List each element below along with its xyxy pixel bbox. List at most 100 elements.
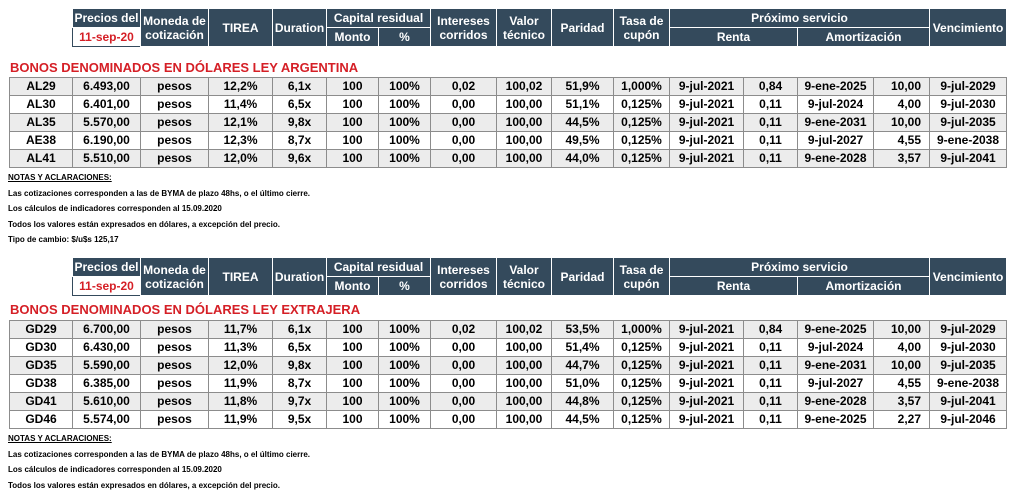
cell-tirea: 11,4% bbox=[209, 96, 273, 114]
cell-tasa-cupon: 0,125% bbox=[614, 114, 670, 132]
cell-renta-monto: 0,11 bbox=[744, 96, 798, 114]
cell-moneda: pesos bbox=[141, 150, 209, 168]
cell-moneda: pesos bbox=[141, 339, 209, 357]
cell-duration: 9,5x bbox=[273, 411, 327, 429]
cell-duration: 6,5x bbox=[273, 339, 327, 357]
cell-tasa-cupon: 0,125% bbox=[614, 150, 670, 168]
cell-paridad: 44,7% bbox=[552, 357, 614, 375]
cell-amortizacion-fecha: 9-ene-2031 bbox=[798, 357, 874, 375]
cell-monto: 100 bbox=[327, 393, 379, 411]
header-vencimiento: Vencimiento bbox=[930, 258, 1007, 296]
notes-title: NOTAS Y ACLARACIONES: bbox=[8, 170, 310, 186]
cell-renta-monto: 0,11 bbox=[744, 411, 798, 429]
note-line: Todos los valores están expresados en dó… bbox=[8, 217, 310, 233]
cell-amortizacion-fecha: 9-ene-2025 bbox=[798, 411, 874, 429]
notes-block: NOTAS Y ACLARACIONES: Las cotizaciones c… bbox=[8, 170, 310, 248]
cell-pct: 100% bbox=[379, 321, 431, 339]
cell-amortizacion-fecha: 9-ene-2031 bbox=[798, 114, 874, 132]
cell-amortizacion-monto: 2,27 bbox=[874, 411, 930, 429]
header-proximo-servicio: Próximo servicio bbox=[670, 258, 930, 277]
cell-tasa-cupon: 0,125% bbox=[614, 132, 670, 150]
cell-pct: 100% bbox=[379, 357, 431, 375]
cell-valor-tecnico: 100,00 bbox=[497, 411, 552, 429]
cell-paridad: 49,5% bbox=[552, 132, 614, 150]
cell-intereses: 0,00 bbox=[431, 114, 497, 132]
cell-tirea: 12,3% bbox=[209, 132, 273, 150]
cell-intereses: 0,00 bbox=[431, 150, 497, 168]
cell-ticker: GD38 bbox=[10, 375, 73, 393]
cell-tasa-cupon: 0,125% bbox=[614, 411, 670, 429]
header-amortizacion: Amortización bbox=[798, 277, 930, 296]
header-paridad: Paridad bbox=[552, 9, 614, 47]
cell-intereses: 0,00 bbox=[431, 375, 497, 393]
cell-duration: 9,8x bbox=[273, 114, 327, 132]
cell-duration: 8,7x bbox=[273, 132, 327, 150]
header-vencimiento: Vencimiento bbox=[930, 9, 1007, 47]
cell-amortizacion-monto: 4,55 bbox=[874, 132, 930, 150]
cell-vencimiento: 9-jul-2029 bbox=[930, 321, 1007, 339]
cell-pct: 100% bbox=[379, 411, 431, 429]
cell-amortizacion-monto: 10,00 bbox=[874, 321, 930, 339]
cell-duration: 6,5x bbox=[273, 96, 327, 114]
cell-renta-fecha: 9-jul-2021 bbox=[670, 375, 744, 393]
cell-tirea: 12,1% bbox=[209, 114, 273, 132]
cell-amortizacion-fecha: 9-jul-2027 bbox=[798, 132, 874, 150]
cell-amortizacion-monto: 4,00 bbox=[874, 96, 930, 114]
header-precios-del: Precios del bbox=[73, 258, 141, 277]
cell-amortizacion-fecha: 9-ene-2025 bbox=[798, 78, 874, 96]
cell-renta-fecha: 9-jul-2021 bbox=[670, 96, 744, 114]
cell-monto: 100 bbox=[327, 78, 379, 96]
cell-renta-fecha: 9-jul-2021 bbox=[670, 339, 744, 357]
cell-renta-monto: 0,84 bbox=[744, 321, 798, 339]
cell-precio: 6.700,00 bbox=[73, 321, 141, 339]
cell-renta-fecha: 9-jul-2021 bbox=[670, 411, 744, 429]
cell-renta-fecha: 9-jul-2021 bbox=[670, 321, 744, 339]
header-tirea: TIREA bbox=[209, 258, 273, 296]
cell-moneda: pesos bbox=[141, 96, 209, 114]
note-line: Los cálculos de indicadores corresponden… bbox=[8, 462, 310, 478]
cell-paridad: 51,0% bbox=[552, 375, 614, 393]
cell-valor-tecnico: 100,00 bbox=[497, 375, 552, 393]
cell-monto: 100 bbox=[327, 339, 379, 357]
cell-valor-tecnico: 100,00 bbox=[497, 114, 552, 132]
cell-tasa-cupon: 0,125% bbox=[614, 96, 670, 114]
cell-valor-tecnico: 100,00 bbox=[497, 150, 552, 168]
cell-vencimiento: 9-jul-2035 bbox=[930, 114, 1007, 132]
cell-precio: 5.574,00 bbox=[73, 411, 141, 429]
cell-precio: 5.510,00 bbox=[73, 150, 141, 168]
cell-duration: 8,7x bbox=[273, 375, 327, 393]
cell-monto: 100 bbox=[327, 411, 379, 429]
cell-renta-fecha: 9-jul-2021 bbox=[670, 78, 744, 96]
cell-renta-monto: 0,11 bbox=[744, 375, 798, 393]
cell-amortizacion-monto: 3,57 bbox=[874, 393, 930, 411]
cell-precio: 5.570,00 bbox=[73, 114, 141, 132]
cell-pct: 100% bbox=[379, 132, 431, 150]
cell-amortizacion-fecha: 9-ene-2025 bbox=[798, 321, 874, 339]
cell-amortizacion-monto: 10,00 bbox=[874, 357, 930, 375]
cell-tirea: 11,9% bbox=[209, 411, 273, 429]
cell-amortizacion-fecha: 9-ene-2028 bbox=[798, 393, 874, 411]
cell-intereses: 0,02 bbox=[431, 78, 497, 96]
cell-renta-fecha: 9-jul-2021 bbox=[670, 132, 744, 150]
cell-amortizacion-monto: 4,00 bbox=[874, 339, 930, 357]
cell-valor-tecnico: 100,00 bbox=[497, 393, 552, 411]
cell-paridad: 44,8% bbox=[552, 393, 614, 411]
cell-duration: 9,8x bbox=[273, 357, 327, 375]
header-pct: % bbox=[379, 277, 431, 296]
cell-moneda: pesos bbox=[141, 357, 209, 375]
cell-renta-monto: 0,11 bbox=[744, 150, 798, 168]
